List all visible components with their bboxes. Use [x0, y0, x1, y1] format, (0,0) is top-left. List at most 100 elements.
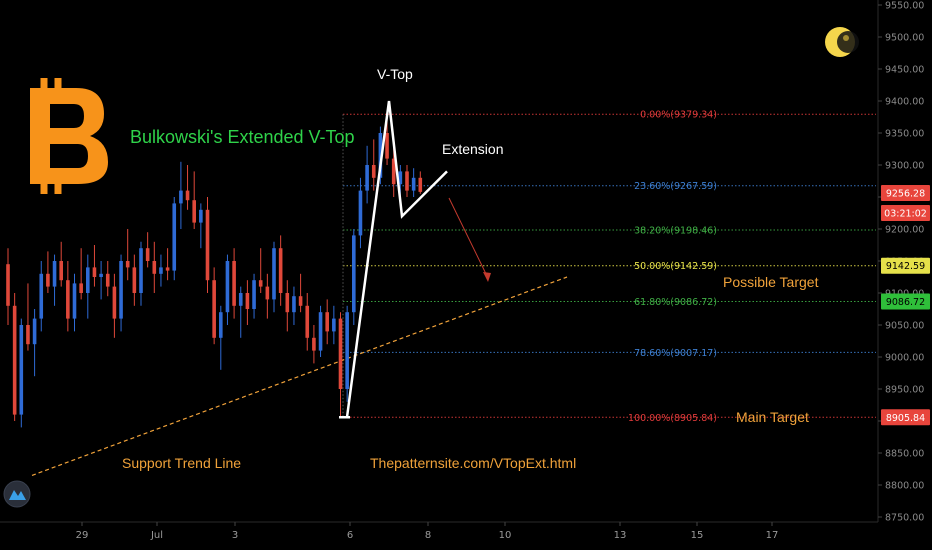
tradingview-logo-icon[interactable]	[3, 480, 31, 508]
price-tick-label: 9550.00	[885, 1, 924, 12]
fib-level-label: 23.60%(9267.59)	[634, 181, 717, 192]
price-tick-label: 9500.00	[885, 33, 924, 44]
price-tag-label: 9086.72	[886, 297, 925, 308]
candlestick-series	[6, 114, 423, 428]
candle-body	[66, 280, 70, 319]
price-tag	[881, 257, 930, 274]
time-tick-label: 3	[232, 530, 238, 541]
candle-body	[19, 325, 24, 415]
candle-body	[378, 133, 383, 178]
time-tick-label: 13	[614, 530, 627, 541]
support-trend-line-label: Support Trend Line	[122, 455, 242, 471]
candle-body	[405, 171, 409, 191]
candle-body	[232, 261, 236, 306]
time-tick-label: 8	[425, 530, 431, 541]
candle-body	[32, 318, 37, 345]
candle-body	[165, 267, 170, 271]
moon-icon	[825, 27, 859, 57]
candle-body	[371, 165, 376, 178]
candle-body	[205, 209, 210, 281]
projection-arrow-head	[483, 272, 491, 282]
candle-body	[418, 177, 423, 192]
fib-level-label: 50.00%(9142.59)	[634, 261, 717, 272]
candle-body	[245, 293, 250, 309]
candle-body	[352, 235, 356, 313]
price-tag-label: 9256.28	[886, 188, 925, 199]
candle-body	[398, 171, 403, 185]
fib-level-label: 38.20%(9198.46)	[634, 225, 717, 236]
candle-body	[325, 312, 329, 332]
time-tick-label: 10	[499, 530, 512, 541]
price-tick-label: 9000.00	[885, 353, 924, 364]
candle-body	[225, 261, 230, 313]
price-tick-label: 9450.00	[885, 65, 924, 76]
candle-body	[285, 293, 290, 313]
time-tick-label: 15	[691, 530, 704, 541]
candle-body	[145, 248, 150, 261]
fib-level-label: 100.00%(8905.84)	[628, 413, 717, 424]
price-tag	[881, 184, 930, 201]
vtop-pattern-line	[345, 100, 448, 418]
price-tick-label: 9200.00	[885, 225, 924, 236]
candle-body	[219, 312, 223, 338]
candle-body	[86, 267, 90, 293]
candle-body	[79, 283, 83, 293]
candle-body	[199, 209, 203, 223]
extension-label: Extension	[442, 141, 504, 157]
candle-body	[26, 325, 30, 345]
price-tag	[881, 205, 930, 221]
fib-level-label: 78.60%(9007.17)	[634, 348, 717, 359]
candle-body	[6, 264, 10, 306]
price-tick-label: 9400.00	[885, 97, 924, 108]
projection-arrow-line	[448, 197, 489, 279]
price-tick-label: 9300.00	[885, 161, 924, 172]
price-tick-label: 8950.00	[885, 385, 924, 396]
time-axis[interactable]: 29 Jul 3 6 8 10 13 15 17	[0, 521, 878, 541]
candle-body	[12, 305, 17, 415]
candle-body	[391, 158, 396, 185]
chart-title: Bulkowski's Extended V-Top	[130, 127, 355, 147]
candle-body	[92, 267, 97, 277]
candle-body	[338, 318, 343, 389]
price-tick-label: 9350.00	[885, 129, 924, 140]
candle-body	[298, 296, 303, 306]
time-tick-label: 29	[76, 530, 89, 541]
main-target-label: Main Target	[736, 409, 809, 425]
candle-body	[99, 273, 103, 277]
candle-body	[212, 280, 216, 338]
candle-body	[292, 296, 296, 313]
candle-body	[172, 203, 177, 271]
candle-body	[312, 337, 316, 351]
time-tick-label: 17	[766, 530, 779, 541]
candle-body	[265, 286, 270, 300]
fibonacci-levels: 0.00%(9379.34) 23.60%(9267.59) 38.20%(9198…	[342, 110, 876, 424]
price-tick-label: 8800.00	[885, 481, 924, 492]
price-tick-label: 8750.00	[885, 513, 924, 524]
website-label[interactable]: Thepatternsite.com/VTopExt.html	[370, 455, 577, 471]
candle-body	[52, 261, 57, 287]
candle-body	[119, 261, 123, 319]
time-tick-label: Jul	[150, 530, 163, 541]
price-tag	[881, 293, 930, 310]
vtop-label: V-Top	[377, 66, 413, 82]
candle-body	[59, 261, 63, 281]
candle-body	[152, 261, 157, 274]
candle-body	[358, 190, 363, 236]
candle-body	[252, 280, 256, 309]
candle-body	[112, 286, 117, 319]
fib-level-label: 61.80%(9086.72)	[634, 297, 717, 308]
candle-body	[125, 261, 130, 268]
vtop-pattern	[339, 100, 491, 419]
price-tick-label: 8850.00	[885, 449, 924, 460]
candle-body	[278, 248, 283, 293]
candle-body	[185, 190, 190, 201]
price-tags: 9256.28 03:21:02 9142.59 9086.72 8905.84	[881, 184, 930, 426]
price-tag-label: 8905.84	[886, 413, 925, 424]
candle-body	[272, 248, 276, 300]
candle-body	[159, 267, 163, 274]
price-tick-label: 9050.00	[885, 321, 924, 332]
candle-body	[179, 190, 183, 204]
candle-body	[139, 248, 143, 293]
